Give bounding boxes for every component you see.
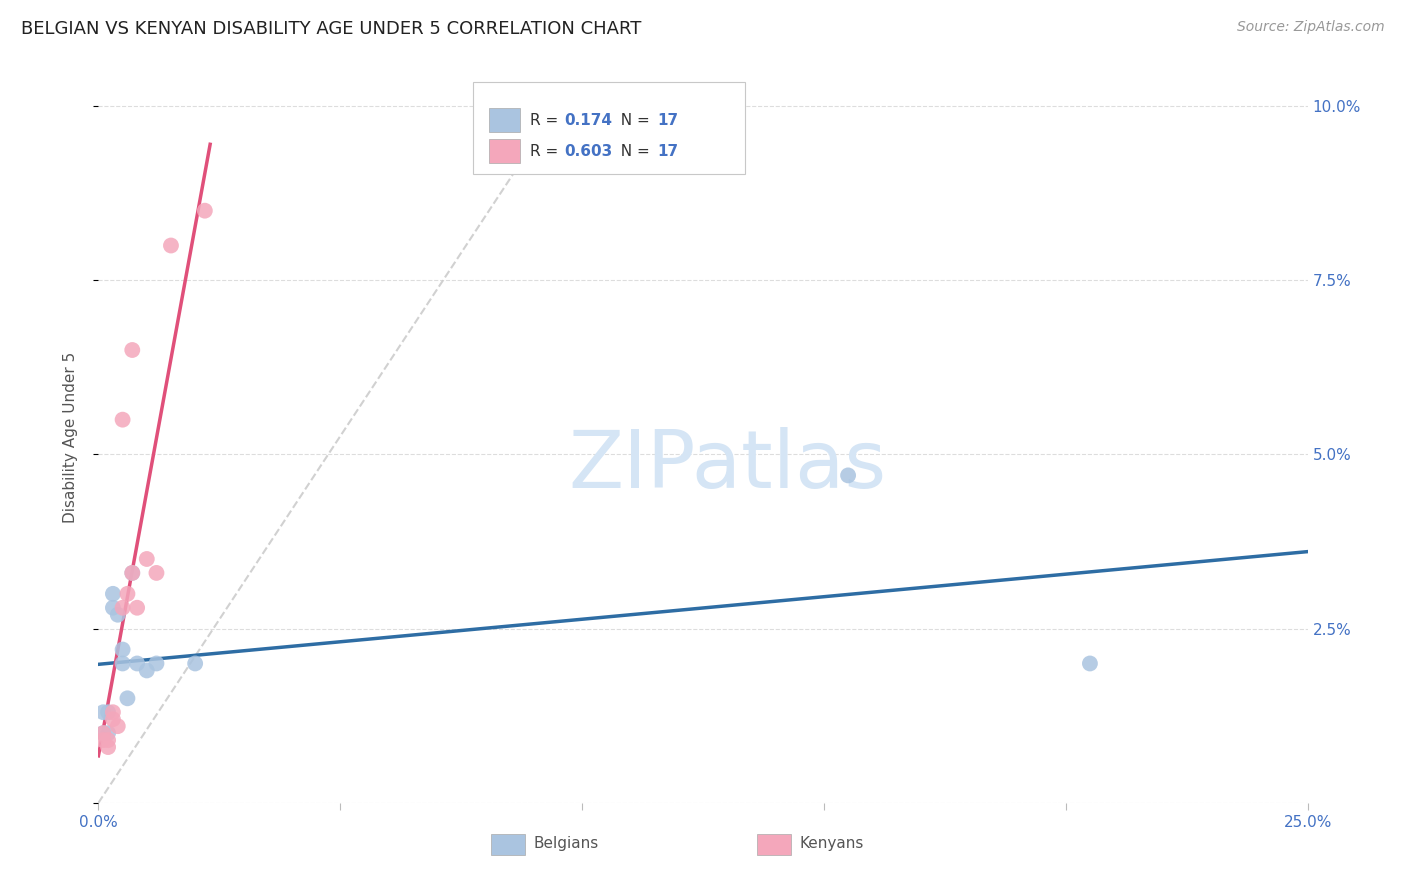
FancyBboxPatch shape [489, 138, 520, 163]
Text: Belgians: Belgians [534, 836, 599, 851]
Point [101, 600, 124, 615]
Point [111, 412, 134, 426]
Point [91, 705, 114, 719]
Point [121, 566, 143, 580]
Point [121, 566, 143, 580]
Point [97, 740, 120, 755]
Point [121, 343, 143, 357]
Text: Source: ZipAtlas.com: Source: ZipAtlas.com [1237, 20, 1385, 34]
Text: R =: R = [530, 113, 564, 128]
Point [91, 726, 114, 740]
Point [107, 607, 129, 622]
Text: 0.174: 0.174 [564, 113, 612, 128]
FancyBboxPatch shape [489, 108, 520, 132]
Point [91, 733, 114, 747]
Text: ZIPatlas: ZIPatlas [568, 427, 886, 506]
Text: N =: N = [612, 144, 655, 159]
Point [135, 552, 157, 566]
FancyBboxPatch shape [474, 82, 745, 174]
Point [107, 719, 129, 733]
Point [127, 600, 149, 615]
Point [101, 587, 124, 601]
Y-axis label: Disability Age Under 5: Disability Age Under 5 [63, 351, 77, 523]
Point [101, 712, 124, 726]
Point [145, 657, 167, 671]
Point [111, 657, 134, 671]
Point [127, 657, 149, 671]
Text: BELGIAN VS KENYAN DISABILITY AGE UNDER 5 CORRELATION CHART: BELGIAN VS KENYAN DISABILITY AGE UNDER 5… [21, 20, 641, 37]
Point [97, 733, 120, 747]
Point [160, 238, 183, 252]
Text: R =: R = [530, 144, 564, 159]
Text: N =: N = [612, 113, 655, 128]
Point [145, 566, 167, 580]
Point [117, 587, 139, 601]
Point [97, 726, 120, 740]
Point [117, 691, 139, 706]
Text: 0.603: 0.603 [564, 144, 612, 159]
Point [135, 664, 157, 678]
Point [184, 657, 207, 671]
Point [1078, 657, 1101, 671]
Text: Kenyans: Kenyans [800, 836, 865, 851]
FancyBboxPatch shape [758, 833, 792, 855]
FancyBboxPatch shape [492, 833, 526, 855]
Text: 17: 17 [657, 113, 678, 128]
Point [97, 705, 120, 719]
Point [111, 642, 134, 657]
Point [837, 468, 859, 483]
Text: 17: 17 [657, 144, 678, 159]
Point [194, 203, 217, 218]
Point [101, 705, 124, 719]
Point [91, 726, 114, 740]
Point [111, 600, 134, 615]
